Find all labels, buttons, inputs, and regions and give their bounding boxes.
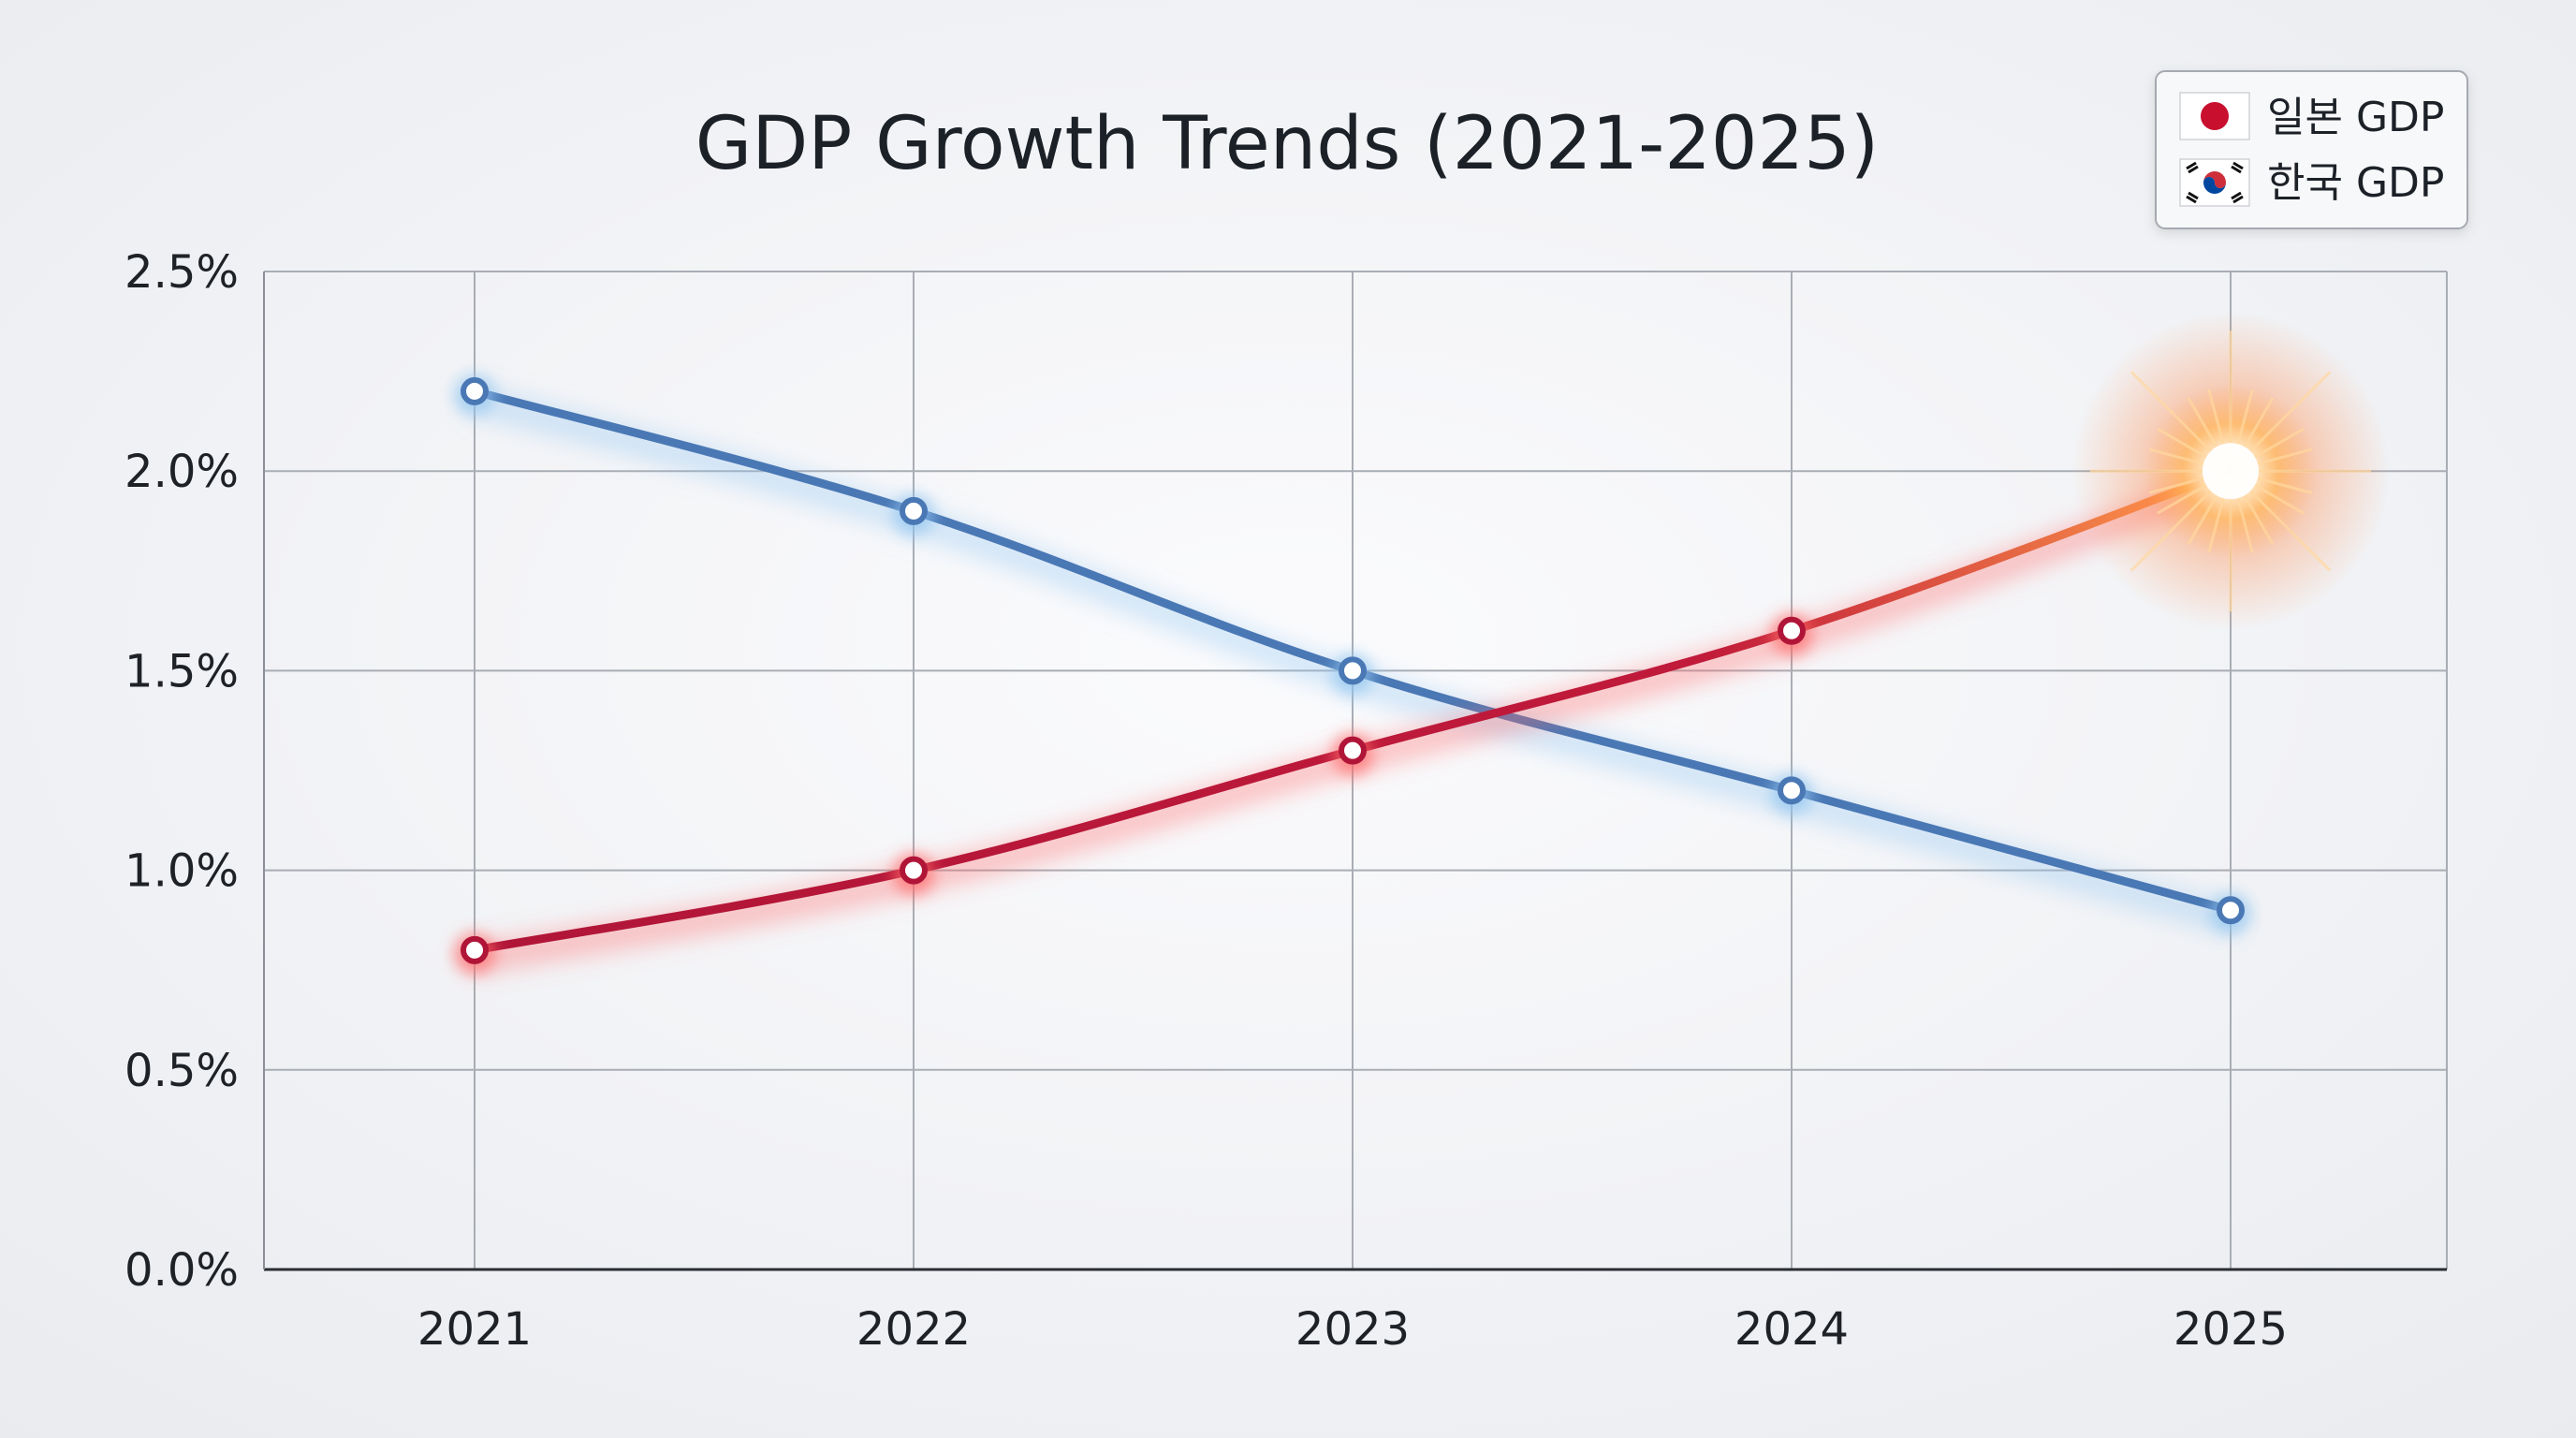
japan-flag-icon [2179, 92, 2250, 140]
legend-item-korea[interactable]: 한국 GDP [2179, 158, 2444, 207]
x-tick-label: 2025 [2174, 1303, 2288, 1356]
x-tick-label: 2024 [1734, 1303, 1849, 1356]
series-korea [454, 374, 2251, 935]
highlight-sunburst [2071, 312, 2390, 631]
data-point-korea-2024[interactable] [1778, 776, 1806, 805]
data-point-japan-2023[interactable] [1339, 736, 1367, 765]
x-tick-labels: 2021 2022 2023 2024 2025 [417, 1303, 2288, 1356]
x-tick-label: 2023 [1295, 1303, 1410, 1356]
y-tick-label: 2.0% [124, 446, 239, 498]
series-layer [454, 312, 2390, 975]
y-tick-label: 1.0% [124, 845, 239, 898]
y-tick-label: 2.5% [124, 246, 239, 299]
data-point-japan-2024[interactable] [1778, 616, 1806, 645]
y-tick-label: 0.0% [124, 1244, 239, 1297]
legend-label-japan: 일본 GDP [2267, 94, 2444, 141]
data-point-japan-2022[interactable] [900, 856, 928, 885]
y-tick-label: 0.5% [124, 1045, 239, 1097]
chart-title: GDP Growth Trends (2021-2025) [695, 102, 1879, 186]
legend-items: 일본 GDP [2179, 92, 2444, 207]
series-japan [454, 466, 2235, 975]
data-point-korea-2021[interactable] [461, 376, 489, 405]
data-point-japan-2021[interactable] [461, 935, 489, 964]
korea-flag-icon [2179, 158, 2250, 207]
y-tick-labels: 0.0% 0.5% 1.0% 1.5% 2.0% 2.5% [124, 246, 239, 1297]
x-tick-label: 2022 [856, 1303, 971, 1356]
data-point-korea-2023[interactable] [1339, 656, 1367, 685]
data-point-korea-2022[interactable] [900, 496, 928, 525]
legend-item-japan[interactable]: 일본 GDP [2179, 92, 2444, 141]
x-tick-label: 2021 [417, 1303, 532, 1356]
data-point-korea-2025[interactable] [2217, 896, 2245, 925]
legend-label-korea: 한국 GDP [2267, 159, 2444, 207]
axes [263, 271, 2447, 1271]
data-point-japan-2025[interactable] [2203, 443, 2259, 500]
y-tick-label: 1.5% [124, 645, 239, 697]
